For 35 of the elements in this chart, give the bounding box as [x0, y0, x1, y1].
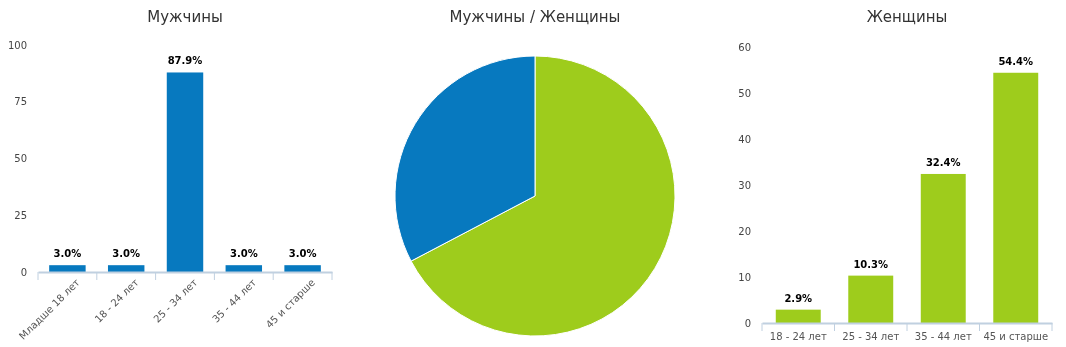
x-tick-label: 18 - 24 лет — [769, 331, 827, 343]
data-label: 2.9% — [784, 292, 813, 304]
bar — [848, 275, 894, 323]
x-tick-label: 35 - 44 лет — [914, 331, 972, 343]
y-tick-label: 50 — [14, 153, 27, 165]
y-tick-label: 60 — [738, 41, 751, 53]
data-label: 3.0% — [53, 248, 82, 260]
y-tick-label: 75 — [14, 96, 27, 108]
chart-title: Мужчины — [147, 8, 223, 26]
bar — [775, 309, 821, 323]
bar — [920, 173, 966, 323]
y-tick-label: 10 — [738, 271, 751, 283]
y-tick-label: 25 — [14, 209, 27, 221]
x-tick-label: 45 и старше — [983, 331, 1049, 343]
bar — [993, 72, 1039, 323]
y-tick-label: 0 — [744, 317, 751, 329]
x-tick-label: 35 - 44 лет — [210, 276, 259, 325]
x-tick-label: 18 - 24 лет — [92, 276, 141, 325]
data-label: 87.9% — [167, 55, 203, 67]
chart-title: Мужчины / Женщины — [449, 8, 621, 26]
y-tick-label: 0 — [20, 266, 27, 278]
y-tick-label: 50 — [738, 87, 751, 99]
data-label: 3.0% — [112, 248, 141, 260]
data-label: 3.0% — [288, 248, 317, 260]
x-tick-label: 25 - 34 лет — [842, 331, 900, 343]
data-label: 3.0% — [229, 248, 258, 260]
y-tick-label: 20 — [738, 225, 751, 237]
y-tick-label: 100 — [7, 39, 27, 51]
data-label: 54.4% — [998, 55, 1034, 67]
chart-title: Женщины — [866, 8, 948, 26]
y-tick-label: 30 — [738, 179, 751, 191]
data-label: 10.3% — [853, 258, 889, 270]
x-tick-label: 25 - 34 лет — [151, 276, 200, 325]
y-tick-label: 40 — [738, 133, 751, 145]
data-label: 32.4% — [925, 156, 961, 168]
